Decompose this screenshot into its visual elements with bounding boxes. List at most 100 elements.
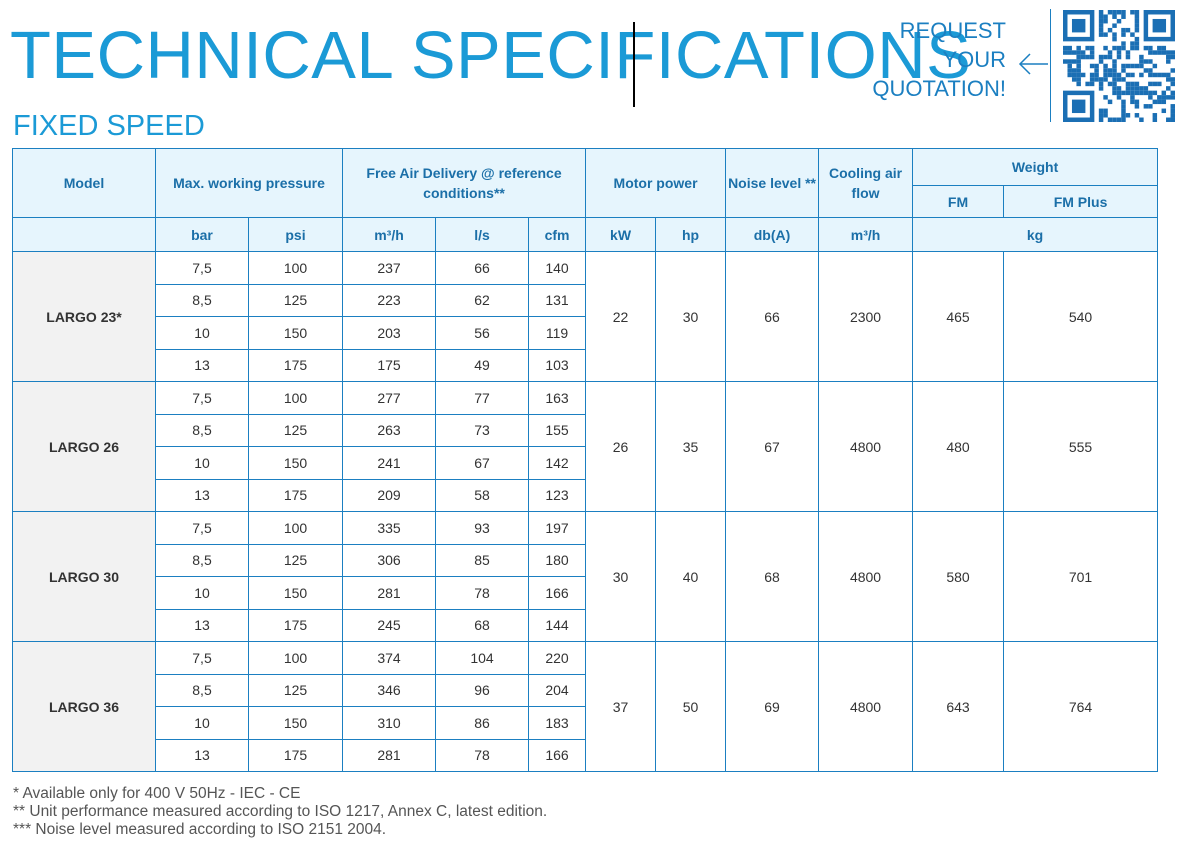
- cell-bar: 8,5: [155, 543, 249, 577]
- table-row: LARGO 36 7,5 100 374 104 220 37 50 69 4800 643 764: [12, 641, 1159, 772]
- unit-bar: bar: [155, 217, 249, 252]
- model-name: LARGO 36: [12, 641, 156, 772]
- cell-ls: 85: [435, 543, 529, 577]
- table-row: LARGO 23* 7,5 100 237 66 140 22 30 66 2300 465 540: [12, 251, 1159, 382]
- footnote: *** Noise level measured according to IS…: [13, 821, 387, 838]
- header-motor-power: Motor power: [585, 148, 727, 218]
- cell-hp: 35: [655, 381, 727, 512]
- quotation-line: QUOTATION!: [872, 76, 1006, 101]
- cell-noise: 67: [725, 381, 820, 512]
- header-model-unit: [12, 217, 156, 252]
- cell-bar: 13: [155, 608, 249, 642]
- page-subtitle: FIXED SPEED: [13, 110, 205, 142]
- unit-m3h: m³/h: [342, 217, 436, 252]
- cell-psi: 150: [248, 576, 343, 610]
- text-cursor: [633, 22, 635, 107]
- cell-cfm: 180: [527, 543, 587, 577]
- cell-cooling: 4800: [818, 511, 914, 642]
- table-row: 10 150 203 56 119: [13, 316, 1158, 350]
- cell-ls: 78: [435, 738, 529, 772]
- cell-kw: 26: [585, 381, 657, 512]
- header-cooling-air-flow: Cooling air flow: [818, 148, 914, 218]
- table-row: 10 150 310 86 183: [13, 706, 1158, 740]
- cell-psi: 100: [248, 251, 343, 285]
- cell-ls: 66: [435, 251, 529, 285]
- cell-cooling: 4800: [818, 641, 914, 772]
- cell-psi: 175: [248, 608, 343, 642]
- divider: [1050, 9, 1051, 122]
- cell-psi: 175: [248, 348, 343, 382]
- cell-m3h: 346: [342, 673, 436, 707]
- cell-bar: 13: [155, 478, 249, 512]
- cell-cfm: 163: [527, 381, 587, 415]
- cell-cooling: 4800: [818, 381, 914, 512]
- cell-m3h: 241: [342, 446, 436, 480]
- header-fm: FM: [912, 185, 1005, 218]
- cell-cfm: 166: [527, 738, 587, 772]
- cell-bar: 8,5: [155, 673, 249, 707]
- cell-bar: 8,5: [155, 413, 249, 447]
- table-row: LARGO 30 7,5 100 335 93 197 30 40 68 4800 580 701: [12, 511, 1159, 642]
- cell-cfm: 119: [527, 316, 587, 350]
- spec-table: Model Max. working pressure Free Air Del…: [12, 148, 1159, 772]
- cell-fm: 480: [912, 381, 1005, 512]
- cell-fm: 465: [912, 251, 1005, 382]
- table-row: 8,5 125 306 85 180: [13, 543, 1158, 577]
- cell-fm-plus: 540: [1003, 251, 1159, 382]
- cell-bar: 8,5: [155, 283, 249, 317]
- cell-bar: 7,5: [155, 251, 249, 285]
- cell-m3h: 237: [342, 251, 436, 285]
- cell-bar: 10: [155, 706, 249, 740]
- table-row: 8,5 125 223 62 131: [13, 283, 1158, 317]
- cell-ls: 62: [435, 283, 529, 317]
- cell-ls: 73: [435, 413, 529, 447]
- cell-psi: 125: [248, 283, 343, 317]
- cell-ls: 68: [435, 608, 529, 642]
- table-row: LARGO 26 7,5 100 277 77 163 26 35 67 4800 480 555: [12, 381, 1159, 512]
- cell-hp: 30: [655, 251, 727, 382]
- quotation-line: REQUEST: [899, 18, 1006, 43]
- cell-cfm: 140: [527, 251, 587, 285]
- cell-cfm: 197: [527, 511, 587, 545]
- model-name: LARGO 26: [12, 381, 156, 512]
- arrow-left-icon: [1018, 53, 1048, 75]
- cell-ls: 49: [435, 348, 529, 382]
- cell-bar: 13: [155, 738, 249, 772]
- cell-m3h: 335: [342, 511, 436, 545]
- qr-code-icon[interactable]: [1063, 10, 1175, 122]
- header-pressure: Max. working pressure: [155, 148, 343, 218]
- header-model: Model: [12, 148, 156, 218]
- unit-db: db(A): [725, 217, 820, 252]
- cell-bar: 7,5: [155, 641, 249, 675]
- cell-psi: 150: [248, 316, 343, 350]
- cell-fm: 580: [912, 511, 1005, 642]
- unit-kg: kg: [912, 217, 1159, 252]
- request-quotation-link[interactable]: REQUEST YOUR QUOTATION!: [872, 16, 1006, 103]
- cell-ls: 96: [435, 673, 529, 707]
- cell-fm: 643: [912, 641, 1005, 772]
- cell-psi: 150: [248, 706, 343, 740]
- quotation-line: YOUR: [942, 47, 1006, 72]
- cell-cfm: 142: [527, 446, 587, 480]
- cell-m3h: 310: [342, 706, 436, 740]
- cell-bar: 10: [155, 576, 249, 610]
- header-fad: Free Air Delivery @ reference conditions…: [341, 148, 587, 218]
- cell-kw: 22: [585, 251, 657, 382]
- cell-ls: 86: [435, 706, 529, 740]
- unit-kw: kW: [585, 217, 657, 252]
- page-title: TECHNICAL SPECIFICATIONS: [10, 18, 972, 93]
- cell-cfm: 131: [527, 283, 587, 317]
- cell-psi: 100: [248, 641, 343, 675]
- footnotes: * Available only for 400 V 50Hz - IEC - …: [13, 785, 547, 839]
- header-noise-level: Noise level **: [725, 148, 820, 218]
- cell-cooling: 2300: [818, 251, 914, 382]
- cell-m3h: 209: [342, 478, 436, 512]
- cell-m3h: 281: [342, 738, 436, 772]
- cell-cfm: 155: [527, 413, 587, 447]
- cell-noise: 68: [725, 511, 820, 642]
- cell-m3h: 374: [342, 641, 436, 675]
- cell-noise: 69: [725, 641, 820, 772]
- cell-hp: 40: [655, 511, 727, 642]
- cell-cfm: 144: [527, 608, 587, 642]
- cell-m3h: 306: [342, 543, 436, 577]
